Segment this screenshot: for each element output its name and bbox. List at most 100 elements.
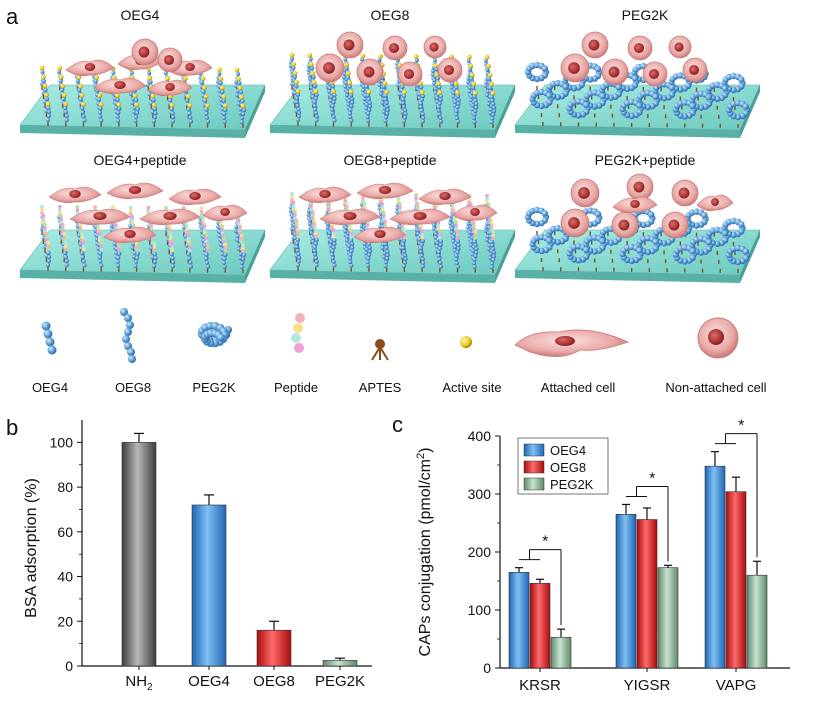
chain-bead <box>367 252 372 257</box>
chain-bead <box>432 223 437 228</box>
chain-bead <box>291 65 296 70</box>
bar-OEG4-KRSR <box>508 571 530 669</box>
peg-bead <box>701 211 708 219</box>
peptide-bead <box>489 224 494 228</box>
chain-bead <box>380 245 385 250</box>
non-attached-cell-icon <box>697 317 739 359</box>
peg-bead <box>742 248 749 255</box>
peptide-bead <box>205 248 210 253</box>
chain-bead <box>330 107 335 112</box>
chain-bead <box>430 69 435 74</box>
chain-bead <box>467 234 472 239</box>
chain-bead <box>241 257 246 261</box>
chart-c: CAPs conjugation (pmol/cm2) 0 100 200 300 40… <box>415 418 790 694</box>
chain-bead <box>348 107 353 112</box>
cell-nucleus <box>189 192 201 200</box>
chain-bead <box>45 97 50 101</box>
chain-bead <box>401 101 406 106</box>
active-site <box>486 63 491 69</box>
chain-bead <box>330 252 335 257</box>
chain-bead <box>403 260 408 265</box>
peptide-bead <box>41 216 46 221</box>
active-site <box>185 94 191 99</box>
cell-nucleus <box>608 66 620 78</box>
chain-bead <box>466 225 471 230</box>
chain-bead <box>81 114 86 119</box>
peptide-bead <box>186 236 191 241</box>
chain-bead <box>419 246 424 251</box>
chain-bead <box>364 106 369 111</box>
chain-bead <box>348 259 353 264</box>
peptide-bead <box>223 248 228 253</box>
chain-bead <box>400 84 405 89</box>
peptide-bead <box>99 247 104 252</box>
chain-bead <box>203 98 208 103</box>
peptide-bead <box>164 205 168 210</box>
legend-label: APTES <box>359 380 402 395</box>
active-site <box>310 70 316 76</box>
scene-peg2k <box>514 31 761 138</box>
substrate-edge <box>515 125 740 138</box>
chain-bead <box>437 85 442 90</box>
chain-bead <box>466 80 471 85</box>
chain-bead <box>491 112 496 117</box>
chain-bead <box>240 261 245 265</box>
peptide-bead <box>128 208 133 213</box>
x-tick-label: OEG8 <box>253 673 295 690</box>
chain-bead <box>236 72 241 76</box>
y-tick-label: 100 <box>50 434 74 450</box>
peg-bead <box>594 210 602 218</box>
chain-bead <box>222 256 227 261</box>
chain-bead <box>82 118 87 123</box>
active-site <box>345 71 351 77</box>
chain-bead <box>486 247 491 251</box>
active-site <box>348 89 354 95</box>
chain-bead <box>467 89 472 94</box>
chain-bead <box>163 71 168 76</box>
peptide-bead <box>473 236 478 240</box>
chain-bead <box>328 98 333 103</box>
chain-bead <box>454 85 459 90</box>
coil-bead <box>205 321 214 330</box>
chain-bead <box>57 70 62 75</box>
legend-swatch-OEG4 <box>523 443 545 457</box>
peg-bead <box>562 83 569 90</box>
chain-bead <box>204 256 209 261</box>
y-tick-label: 0 <box>65 658 73 674</box>
chain-bead <box>403 115 408 120</box>
chain-bead <box>116 255 121 260</box>
chain-bead <box>487 98 492 103</box>
chain-bead <box>240 99 245 103</box>
chain-bead <box>153 115 158 120</box>
peptide-bead <box>397 201 402 206</box>
chain-bead <box>489 265 494 269</box>
chain-bead <box>420 119 425 124</box>
peptide-bead <box>168 232 173 237</box>
peptide-bead <box>455 235 460 240</box>
scene-oeg8 <box>269 31 516 138</box>
peptide-bead <box>454 220 458 225</box>
peg-bead <box>721 85 729 92</box>
chain-bead <box>401 97 406 102</box>
chain-bead <box>456 239 461 244</box>
peptide-bead <box>78 226 83 231</box>
peg-bead <box>541 210 548 217</box>
chain-bead <box>421 115 426 120</box>
chain-bead <box>367 100 372 105</box>
cell-nucleus <box>413 212 427 220</box>
chain-bead <box>488 256 493 260</box>
chain-bead <box>327 85 332 90</box>
chain-bead <box>296 118 300 122</box>
active-site <box>182 76 188 81</box>
chain-bead <box>133 263 138 268</box>
chain-bead <box>295 103 300 108</box>
chain-bead <box>239 120 244 124</box>
chain-bead <box>341 75 346 80</box>
peptide-bead <box>383 219 388 224</box>
peptide-bead <box>80 232 84 236</box>
peptide-bead <box>236 218 241 223</box>
legend-label: Peptide <box>274 380 318 395</box>
active-site <box>292 70 298 76</box>
peptide-bead <box>99 241 104 246</box>
scene-title: PEG2K+peptide <box>595 152 696 168</box>
